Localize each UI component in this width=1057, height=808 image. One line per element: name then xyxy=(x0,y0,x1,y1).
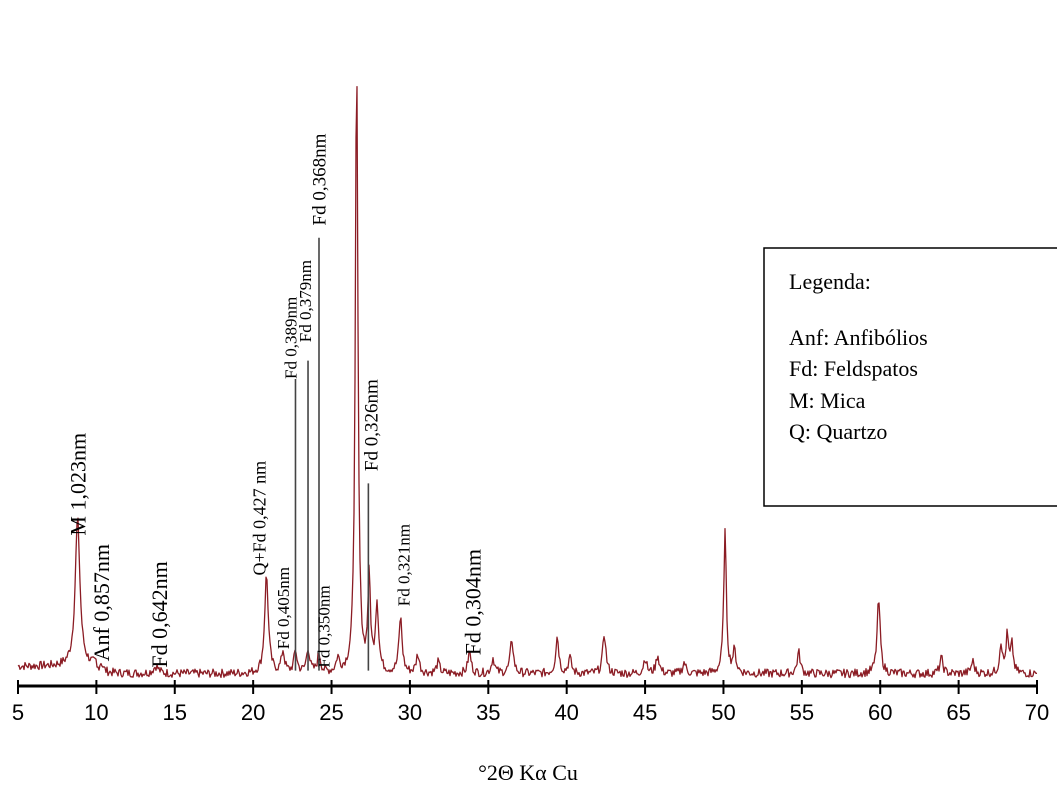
x-tick-label: 10 xyxy=(84,700,108,725)
legend-title: Legenda: xyxy=(789,269,871,294)
x-tick-label: 45 xyxy=(633,700,657,725)
peak-label: Fd 0,642nm xyxy=(147,561,172,667)
x-tick-label: 40 xyxy=(554,700,578,725)
peak-label: Q+Fd 0,427 nm xyxy=(250,461,270,576)
legend-item-fd: Fd: Feldspatos xyxy=(789,356,918,381)
x-tick-label: 5 xyxy=(12,700,24,725)
x-tick-label: 70 xyxy=(1025,700,1049,725)
peak-label: Fd 0,326nm xyxy=(361,379,382,471)
x-axis-title: °2Θ Kα Cu xyxy=(478,760,578,785)
peak-label: Fd 0,379nm xyxy=(296,260,315,342)
x-tick-label: 35 xyxy=(476,700,500,725)
peak-label: Fd 0,405nm xyxy=(274,567,293,649)
x-tick-label: 65 xyxy=(946,700,970,725)
x-tick-label: 55 xyxy=(790,700,814,725)
diffraction-curve xyxy=(17,86,1038,679)
peak-label: Fd 0,321nm xyxy=(395,524,414,606)
x-tick-label: 30 xyxy=(398,700,422,725)
peak-label: Anf 0,857nm xyxy=(89,544,114,661)
x-tick-label: 25 xyxy=(319,700,343,725)
peak-label: Fd 0,304nm xyxy=(460,549,485,655)
legend-item-m: M: Mica xyxy=(789,388,866,413)
legend-item-q: Q: Quartzo xyxy=(789,419,887,444)
x-tick-label: 15 xyxy=(163,700,187,725)
peak-label: Fd 0,368nm xyxy=(310,133,331,225)
x-tick-label: 60 xyxy=(868,700,892,725)
peak-label: M 1,023nm xyxy=(65,433,90,536)
legend-item-anf: Anf: Anfibólios xyxy=(789,325,928,350)
x-tick-label: 20 xyxy=(241,700,265,725)
x-tick-label: 50 xyxy=(711,700,735,725)
legend-box xyxy=(763,247,1057,507)
legend: Legenda: Anf: Anfibólios Fd: Feldspatos … xyxy=(763,247,1057,507)
peak-label: Fd 0,350nm xyxy=(315,585,334,667)
peak-label: Fd 0,389nm xyxy=(282,297,301,379)
